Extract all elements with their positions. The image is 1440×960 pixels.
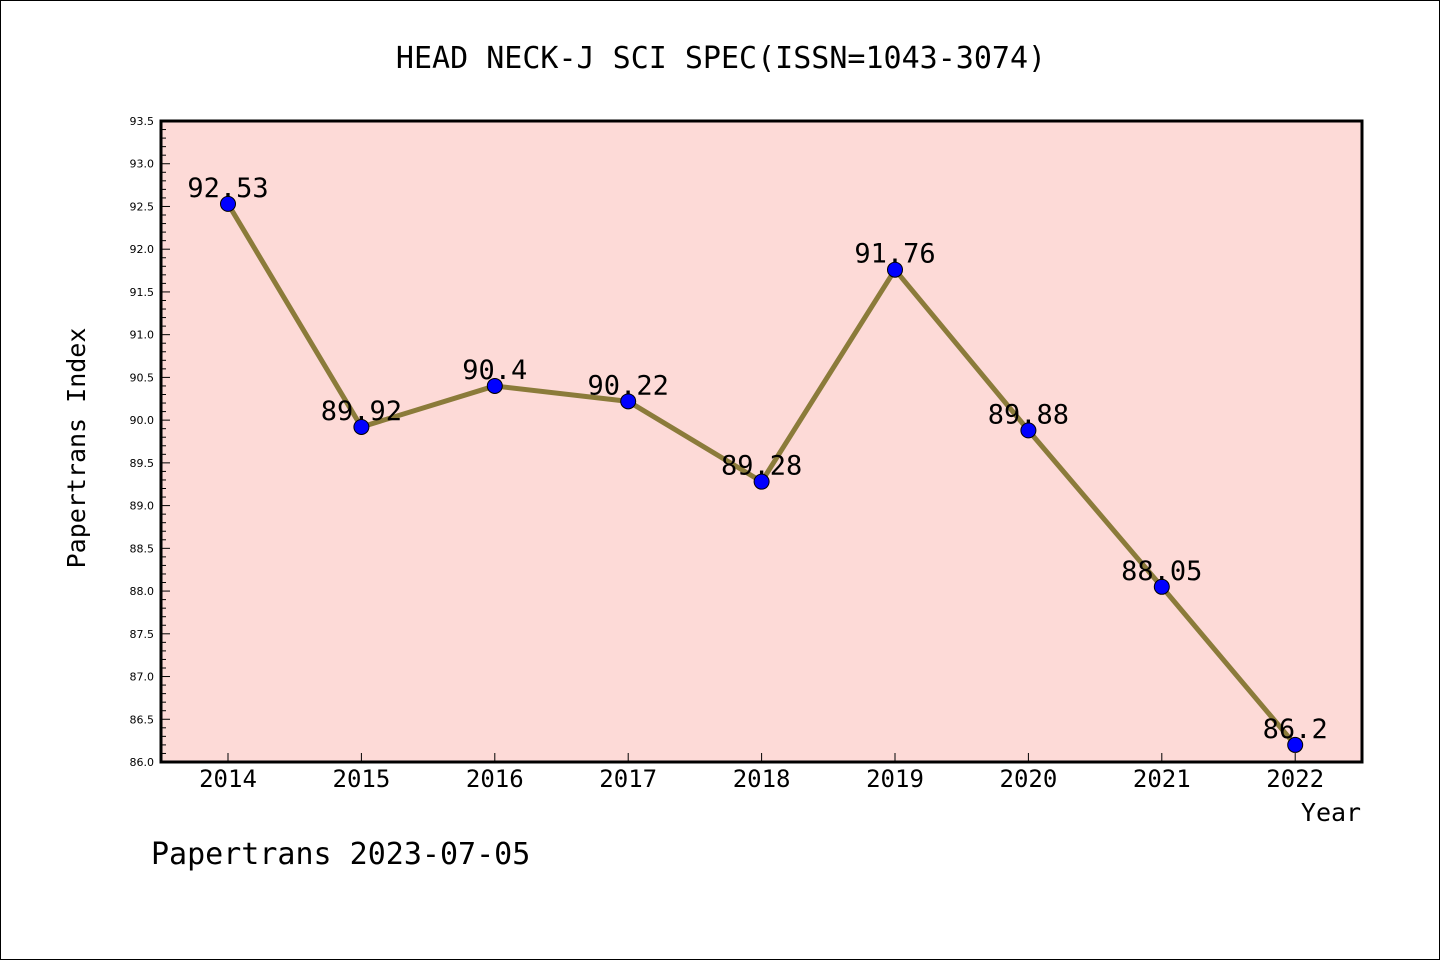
data-point-label: 89.28 [721,451,802,482]
y-tick-label: 89.5 [130,457,155,470]
y-tick-label: 91.0 [130,329,155,342]
x-tick-label: 2019 [866,765,924,793]
plot-area [161,121,1362,762]
y-tick-label: 89.0 [130,500,155,513]
chart-title: HEAD NECK-J SCI SPEC(ISSN=1043-3074) [396,41,1046,76]
footer-text: Papertrans 2023-07-05 [151,837,530,872]
y-tick-label: 88.5 [130,542,155,555]
y-tick-label: 90.0 [130,414,155,427]
x-axis-label: Year [1301,798,1361,827]
y-axis-label: Papertrans Index [62,328,91,569]
x-axis: 2014 2015 2016 2017 2018 2019 2020 2021 2022 [199,753,1324,793]
data-point-label: 92.53 [187,173,268,204]
x-tick-label: 2021 [1133,765,1191,793]
data-point-label: 89.92 [321,396,402,427]
data-point-label: 90.22 [588,370,669,401]
data-point-label: 86.2 [1263,714,1328,745]
data-point-marker [620,393,637,410]
data-point-marker [1020,422,1037,439]
y-tick-label: 92.0 [130,243,155,256]
y-tick-label: 88.0 [130,585,155,598]
y-tick-label: 92.5 [130,200,155,213]
data-point-marker [220,195,236,212]
x-tick-label: 2014 [199,765,257,793]
data-point-label: 89.88 [988,399,1069,430]
data-point-label: 91.76 [854,239,935,270]
data-point-marker [887,261,903,278]
y-tick-label: 93.5 [130,115,155,128]
x-tick-label: 2022 [1266,765,1324,793]
data-point-marker [486,377,503,394]
data-point-marker [1287,736,1304,753]
markers-group [220,195,1304,753]
x-tick-label: 2016 [466,765,524,793]
y-tick-label: 86.0 [130,756,155,769]
y-tick-label: 91.5 [130,286,155,299]
data-point-label: 88.05 [1121,556,1202,587]
y-tick-label: 93.0 [130,158,155,171]
data-point-marker [1153,578,1170,595]
x-tick-label: 2020 [1000,765,1058,793]
y-tick-label: 87.5 [130,628,155,641]
data-point-label: 90.4 [462,355,527,386]
data-point-marker [353,418,370,435]
y-tick-label: 87.0 [130,671,155,684]
plot-border [159,119,1364,764]
data-point-marker [753,473,770,490]
data-labels-group: 92.53 89.92 90.4 90.22 89.28 91.76 89.88 88.05 8… [187,173,1327,745]
y-tick-label: 90.5 [130,371,155,384]
x-tick-label: 2017 [599,765,657,793]
x-tick-label: 2015 [333,765,391,793]
y-tick-label: 86.5 [130,713,155,726]
y-axis: 86.0 86.5 87.0 87.5 88.0 88.5 89.0 89.5 90.0 90.5… [130,115,170,769]
x-tick-label: 2018 [733,765,791,793]
